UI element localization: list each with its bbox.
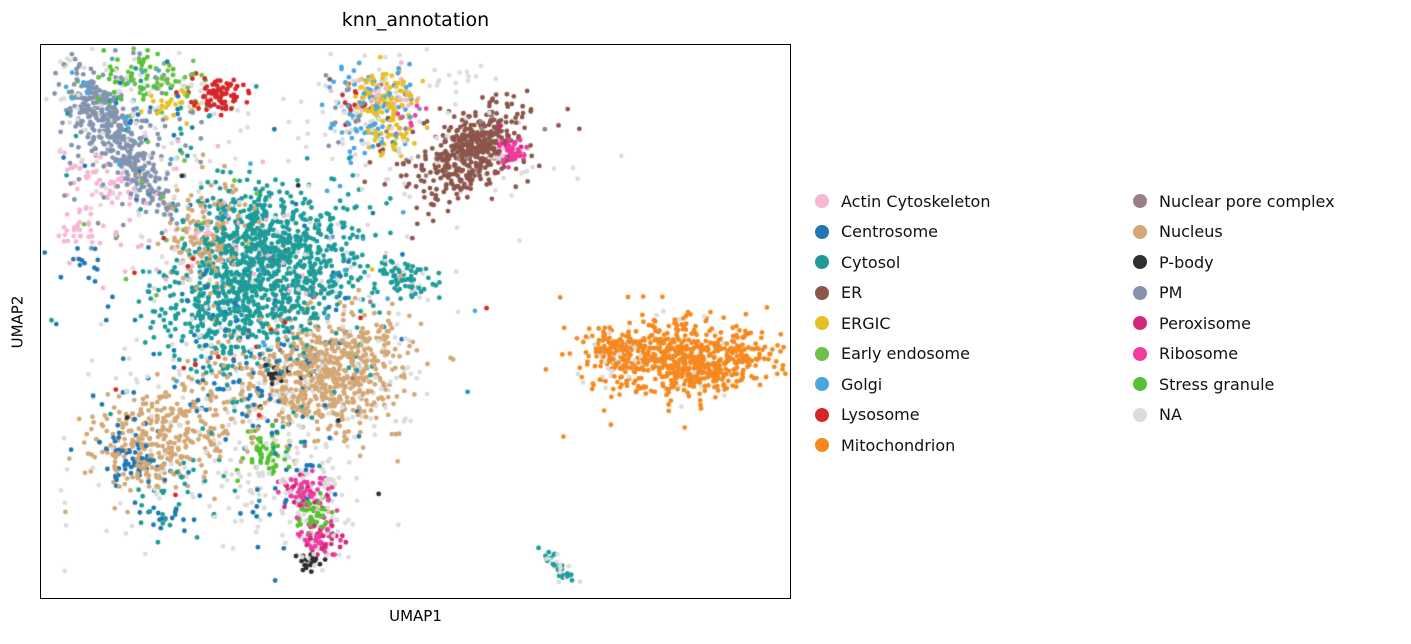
- legend-swatch: [1133, 194, 1147, 209]
- legend-column-2: Nuclear pore complex Nucleus P-body PM P…: [1133, 186, 1409, 430]
- legend-swatch: [1133, 255, 1147, 270]
- y-axis-label-wrap: UMAP2: [2, 45, 32, 598]
- legend-label: Cytosol: [841, 252, 901, 272]
- legend-swatch: [815, 377, 829, 392]
- legend-label: Golgi: [841, 374, 883, 394]
- legend-item: Nuclear pore complex: [1133, 186, 1409, 217]
- legend-item: Lysosome: [815, 400, 1130, 431]
- legend-item: Actin Cytoskeleton: [815, 186, 1130, 217]
- legend-label: Lysosome: [841, 405, 920, 425]
- legend-label: Nuclear pore complex: [1159, 191, 1335, 211]
- legend-label: NA: [1159, 405, 1182, 425]
- legend-label: Centrosome: [841, 222, 938, 242]
- legend-swatch: [1133, 316, 1147, 331]
- umap-scatter-plot: [40, 44, 791, 599]
- legend-label: Peroxisome: [1159, 313, 1251, 333]
- legend-item: Early endosome: [815, 339, 1130, 370]
- legend-item: NA: [1133, 400, 1409, 431]
- legend-label: ERGIC: [841, 313, 891, 333]
- legend-item: Stress granule: [1133, 369, 1409, 400]
- legend-swatch: [815, 346, 829, 361]
- x-axis-label: UMAP1: [389, 607, 442, 625]
- legend-item: Centrosome: [815, 217, 1130, 248]
- y-axis-label: UMAP2: [8, 295, 26, 348]
- legend-swatch: [1133, 377, 1147, 392]
- legend-swatch: [815, 224, 829, 239]
- legend-item: Nucleus: [1133, 217, 1409, 248]
- legend-swatch: [1133, 224, 1147, 239]
- legend-label: Nucleus: [1159, 222, 1223, 242]
- legend-item: ER: [815, 278, 1130, 309]
- legend-item: Cytosol: [815, 247, 1130, 278]
- legend-label: ER: [841, 283, 863, 303]
- legend-label: PM: [1159, 283, 1183, 303]
- legend-swatch: [815, 407, 829, 422]
- legend-swatch: [1133, 285, 1147, 300]
- legend-item: ERGIC: [815, 308, 1130, 339]
- legend-swatch: [815, 285, 829, 300]
- legend-label: P-body: [1159, 252, 1214, 272]
- legend-label: Actin Cytoskeleton: [841, 191, 991, 211]
- legend-swatch: [815, 316, 829, 331]
- legend-item: Peroxisome: [1133, 308, 1409, 339]
- legend-label: Mitochondrion: [841, 435, 956, 455]
- legend-item: Golgi: [815, 369, 1130, 400]
- legend-swatch: [815, 255, 829, 270]
- legend-swatch: [815, 438, 829, 453]
- legend-swatch: [815, 194, 829, 209]
- legend-item: PM: [1133, 278, 1409, 309]
- legend-label: Early endosome: [841, 344, 970, 364]
- legend-column-1: Actin Cytoskeleton Centrosome Cytosol ER…: [815, 186, 1130, 461]
- legend-swatch: [1133, 346, 1147, 361]
- legend-label: Stress granule: [1159, 374, 1275, 394]
- chart-title: knn_annotation: [341, 9, 490, 31]
- legend-item: Ribosome: [1133, 339, 1409, 370]
- legend-label: Ribosome: [1159, 344, 1239, 364]
- legend-swatch: [1133, 407, 1147, 422]
- legend-item: P-body: [1133, 247, 1409, 278]
- legend-item: Mitochondrion: [815, 430, 1130, 461]
